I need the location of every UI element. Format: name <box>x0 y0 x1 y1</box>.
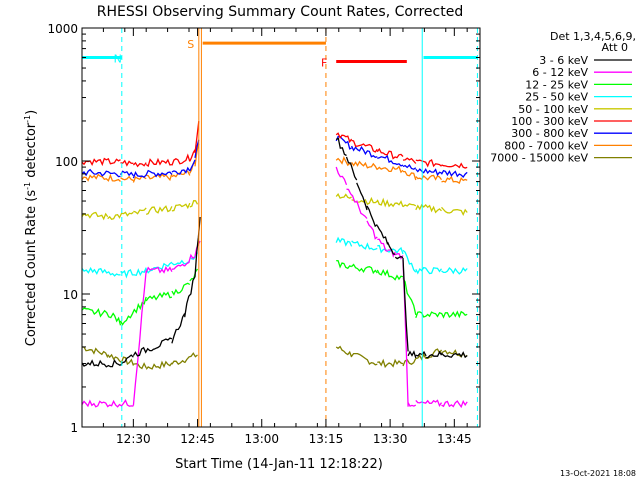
y-tick-label: 1 <box>70 421 78 435</box>
plot-frame <box>81 27 481 428</box>
legend-header-line2: Att 0 <box>602 41 628 54</box>
series-line <box>81 345 468 370</box>
footer-timestamp: 13-Oct-2021 18:08 <box>560 469 636 478</box>
legend-label: 50 - 100 keV <box>518 103 588 116</box>
legend-label: 25 - 50 keV <box>525 91 588 104</box>
state-bar-label: F <box>321 56 327 69</box>
y-tick-label: 100 <box>55 155 78 169</box>
series-line <box>81 236 468 279</box>
chart-title: RHESSI Observing Summary Count Rates, Co… <box>97 4 463 20</box>
y-tick-label: 10 <box>63 288 78 302</box>
legend-label: 3 - 6 keV <box>539 54 588 67</box>
series-line <box>81 135 468 179</box>
plot-area: N S F <box>81 28 478 427</box>
x-tick-label: 12:30 <box>116 432 151 446</box>
legend-label: 800 - 7000 keV <box>504 139 588 152</box>
legend-label: 6 - 12 keV <box>532 66 588 79</box>
legend-label: 300 - 800 keV <box>511 127 588 140</box>
x-tick-label: 13:15 <box>309 432 344 446</box>
y-axis-label-sup2: -1 <box>23 115 32 123</box>
legend-header-line1: Det 1,3,4,5,6,9, <box>550 30 636 43</box>
legend-label: 7000 - 15000 keV <box>490 152 588 165</box>
x-axis-label: Start Time (14-Jan-11 12:18:22) <box>175 457 383 472</box>
y-axis: 1 10 100 1000 <box>47 22 480 435</box>
x-axis: 12:30 12:45 13:00 13:15 13:30 13:45 <box>81 28 472 446</box>
series-line <box>81 166 468 409</box>
series-line <box>81 137 468 368</box>
y-tick-label: 1000 <box>47 22 78 36</box>
state-bar-label: N <box>114 53 122 66</box>
y-axis-label-main: Corrected Count Rate (s <box>24 190 39 347</box>
x-tick-label: 13:45 <box>437 432 472 446</box>
x-tick-label: 12:45 <box>180 432 215 446</box>
x-tick-label: 13:00 <box>244 432 279 446</box>
legend-label: 100 - 300 keV <box>511 115 588 128</box>
x-tick-label: 13:30 <box>373 432 408 446</box>
legend-label: 12 - 25 keV <box>525 78 588 91</box>
state-bar-label: S <box>187 38 194 51</box>
series-line <box>81 193 468 221</box>
y-axis-label: Corrected Count Rate (s-1 detector-1) <box>23 110 39 346</box>
series-line <box>81 259 468 326</box>
y-axis-label-end: ) <box>24 110 39 115</box>
y-axis-label-mid: detector <box>24 122 39 182</box>
series-line <box>81 121 468 169</box>
y-axis-label-sup1: -1 <box>23 182 32 190</box>
